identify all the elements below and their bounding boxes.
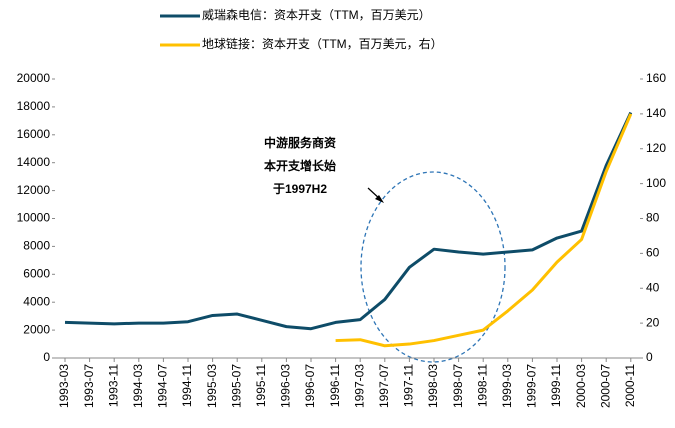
x-tick-label: 1998-07: [451, 364, 465, 408]
y2-tick-label: 100: [646, 176, 666, 190]
y-tick-label: 12000: [17, 183, 51, 197]
y2-tick-label: 60: [646, 246, 660, 260]
x-tick-label: 1999-03: [500, 364, 514, 408]
y2-tick-label: 40: [646, 280, 660, 294]
y-tick-label: 20000: [17, 71, 51, 85]
x-tick-label: 1996-11: [328, 364, 342, 407]
y2-tick-label: 160: [646, 71, 666, 85]
x-tick-label: 2000-11: [623, 364, 637, 407]
y-tick-label: 14000: [17, 155, 51, 169]
highlight-ellipse: [360, 171, 506, 363]
y-tick-label: 8000: [23, 239, 50, 253]
y-tick-label: 18000: [17, 99, 51, 113]
x-tick-label: 1999-07: [525, 364, 539, 408]
series-line: [64, 111, 633, 331]
y2-tick-label: 120: [646, 141, 666, 155]
x-tick-label: 1997-11: [402, 364, 416, 407]
x-tick-label: 1995-07: [229, 364, 243, 408]
y-tick-label: 0: [43, 350, 50, 364]
legend-label: 地球链接：资本开支（TTM，百万美元，右）: [202, 36, 443, 51]
x-tick-label: 2000-07: [598, 364, 612, 408]
y2-tick-label: 20: [646, 315, 660, 329]
y-tick-label: 10000: [17, 211, 51, 225]
annotation: 本开支增长始: [264, 158, 336, 173]
annotation-arrowhead: [375, 195, 384, 203]
x-tick-label: 2000-03: [574, 364, 588, 408]
x-tick-label: 1999-11: [549, 364, 563, 407]
x-tick-label: 1994-11: [180, 364, 194, 407]
x-tick-label: 1998-03: [426, 364, 440, 408]
legend-label: 威瑞森电信：资本开支（TTM，百万美元）: [202, 7, 431, 22]
y-tick-label: 4000: [23, 294, 50, 308]
y2-tick-label: 80: [646, 211, 660, 225]
y2-tick-label: 0: [646, 350, 653, 364]
y-tick-label: 2000: [23, 322, 50, 336]
x-tick-label: 1996-07: [303, 364, 317, 408]
y-tick-label: 6000: [23, 266, 50, 280]
x-tick-label: 1993-07: [82, 364, 96, 408]
x-tick-label: 1993-03: [57, 364, 71, 408]
x-tick-label: 1995-11: [254, 364, 268, 407]
x-tick-label: 1997-03: [352, 364, 366, 408]
y-tick-label: 16000: [17, 127, 51, 141]
x-tick-label: 1997-07: [377, 364, 391, 408]
y2-tick-label: 140: [646, 106, 666, 120]
x-tick-label: 1993-11: [106, 364, 120, 407]
x-tick-label: 1994-03: [131, 364, 145, 408]
series-line: [335, 113, 633, 348]
x-tick-label: 1995-03: [205, 364, 219, 408]
x-tick-label: 1994-07: [156, 364, 170, 408]
x-tick-label: 1998-11: [475, 364, 489, 407]
annotation: 于1997H2: [273, 182, 327, 196]
annotation: 中游服务商资: [264, 135, 336, 150]
x-tick-label: 1996-03: [279, 364, 293, 408]
